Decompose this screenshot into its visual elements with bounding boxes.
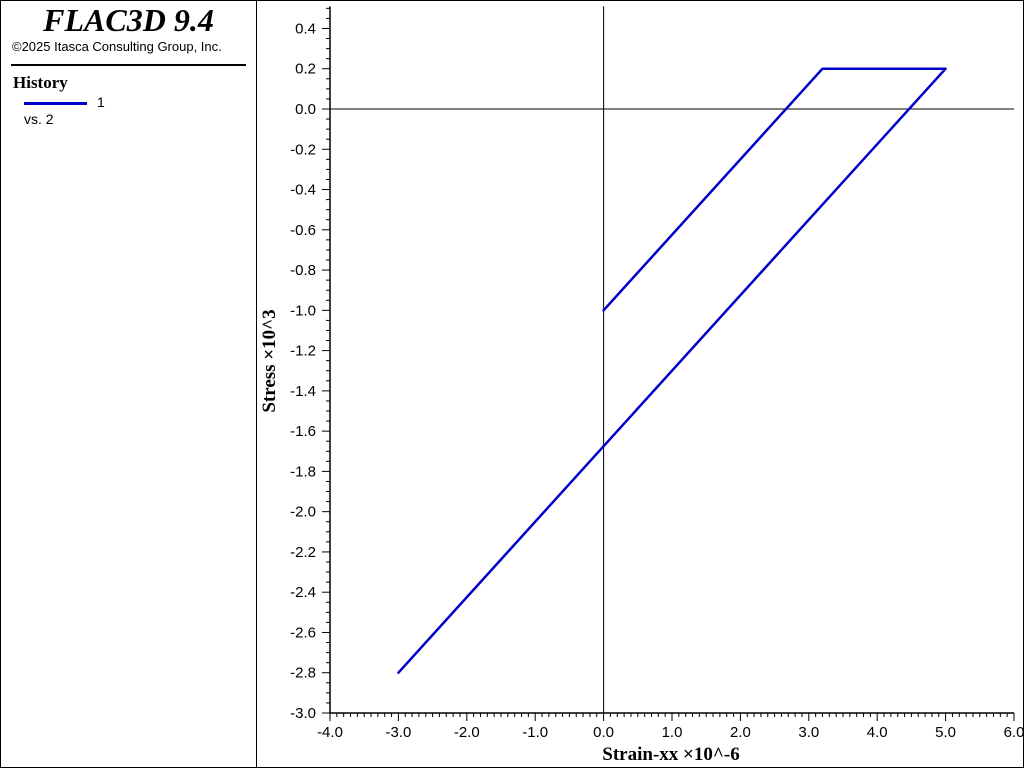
title-divider: [11, 64, 246, 66]
y-tick-label: 0.0: [295, 101, 316, 118]
legend-panel: FLAC3D 9.4 ©2025 Itasca Consulting Group…: [1, 1, 257, 767]
legend-vs-label: vs. 2: [24, 111, 54, 127]
y-axis-title: Stress ×10^3: [259, 309, 280, 412]
y-tick-label: -2.6: [290, 624, 316, 641]
axes: 0.4 0.2 0.0 -0.2 -0.4 -0.6 -0.8 -1.0 -1.2 -1.4 -1.…: [290, 6, 1023, 741]
x-tick-label: 4.0: [867, 724, 888, 741]
series-layer: [397, 67, 947, 674]
x-tick-label: 1.0: [662, 724, 683, 741]
app-title: FLAC3D 9.4: [43, 2, 214, 38]
y-tick-label: 0.2: [295, 61, 316, 78]
series-line: [397, 67, 947, 674]
legend-series-label: 1: [97, 94, 105, 110]
y-tick-label: -1.8: [290, 463, 316, 480]
x-tick-label: 5.0: [935, 724, 956, 741]
legend-line-swatch-icon: [24, 102, 87, 105]
y-tick-label: -2.4: [290, 584, 316, 601]
x-tick-label: -2.0: [454, 724, 480, 741]
x-tick-label: 3.0: [798, 724, 819, 741]
y-tick-label: -0.8: [290, 262, 316, 279]
x-tick-label: -3.0: [385, 724, 411, 741]
copyright-text: ©2025 Itasca Consulting Group, Inc.: [12, 39, 222, 54]
x-tick-label: -1.0: [522, 724, 548, 741]
y-tick-label: -2.8: [290, 665, 316, 682]
y-tick-label: -0.4: [290, 182, 316, 199]
y-tick-label: -1.2: [290, 343, 316, 360]
x-axis-title: Strain-xx ×10^-6: [602, 744, 739, 765]
y-tick-label: -0.6: [290, 222, 316, 239]
y-tick-label: -3.0: [290, 705, 316, 722]
y-tick-label: -2.2: [290, 544, 316, 561]
y-tick-label: 0.4: [295, 20, 316, 37]
y-tick-label: -2.0: [290, 504, 316, 521]
y-tick-label: -1.4: [290, 383, 316, 400]
y-tick-label: -0.2: [290, 141, 316, 158]
y-tick-label: -1.6: [290, 423, 316, 440]
x-tick-label: -4.0: [317, 724, 343, 741]
legend-heading: History: [13, 73, 68, 92]
x-tick-label: 6.0: [1004, 724, 1023, 741]
y-tick-label: -1.0: [290, 302, 316, 319]
x-tick-label: 0.0: [593, 724, 614, 741]
x-tick-label: 2.0: [730, 724, 751, 741]
